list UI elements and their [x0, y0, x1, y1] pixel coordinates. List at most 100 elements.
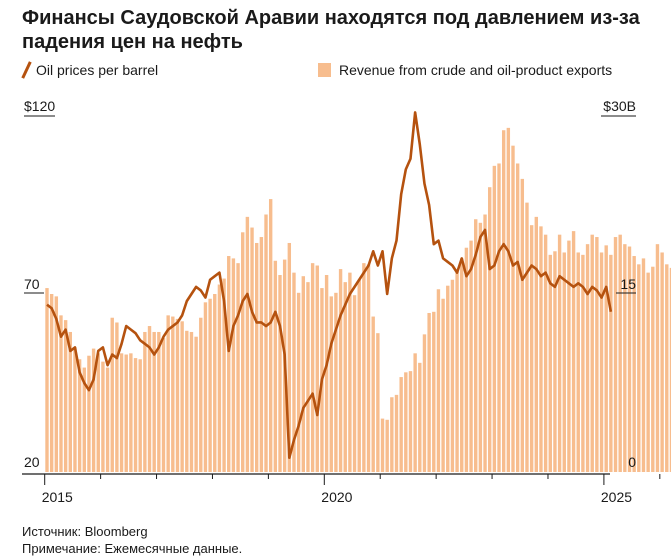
revenue-bar [171, 316, 175, 472]
revenue-bar [385, 419, 389, 472]
revenue-bar [96, 353, 100, 472]
revenue-bar [669, 267, 671, 472]
revenue-bar [143, 331, 147, 472]
revenue-bar [646, 272, 650, 472]
revenue-bar [129, 353, 133, 472]
revenue-bar [609, 254, 613, 472]
revenue-bar [534, 216, 538, 472]
revenue-bar [199, 317, 203, 472]
revenue-bar [287, 242, 292, 472]
revenue-bar [124, 354, 128, 472]
oil-price-line [46, 111, 613, 460]
revenue-bar [590, 234, 594, 472]
revenue-bar [343, 282, 347, 472]
revenue-bar [529, 225, 534, 472]
revenue-bar [450, 279, 455, 472]
revenue-bar [474, 219, 478, 472]
revenue-bar [436, 289, 441, 472]
revenue-bar [567, 240, 571, 472]
revenue-bars [45, 127, 671, 473]
revenue-bar [133, 358, 138, 472]
revenue-bar [380, 418, 385, 472]
revenue-bar [427, 312, 431, 472]
revenue-bar [236, 263, 240, 472]
revenue-bar [91, 348, 96, 472]
x-axis-tick-label: 2015 [42, 489, 73, 505]
revenue-bar [175, 318, 180, 472]
revenue-bar [68, 331, 72, 472]
revenue-bar [585, 244, 590, 472]
revenue-bar [501, 130, 506, 473]
revenue-bar [651, 266, 655, 472]
chart-axes [22, 115, 661, 485]
revenue-bar [520, 178, 525, 472]
revenue-bar [115, 322, 119, 472]
revenue-bar [665, 264, 669, 472]
revenue-bar [273, 260, 278, 472]
source-note: Источник: Bloomberg [22, 524, 148, 539]
revenue-bar [599, 252, 604, 472]
revenue-bar [641, 258, 646, 472]
chart-title: Финансы Саудовской Аравии находятся под … [22, 7, 640, 53]
legend-bar-swatch [318, 63, 331, 77]
legend-line-item: Oil prices per barrel [22, 62, 158, 78]
revenue-bar [324, 275, 329, 472]
revenue-bar [213, 294, 217, 472]
revenue-bar [357, 279, 361, 472]
revenue-bar [413, 353, 417, 472]
revenue-bar [506, 127, 511, 473]
revenue-bar [446, 285, 450, 472]
left-axis-tick-label: 70 [24, 276, 40, 292]
revenue-bar [152, 331, 156, 472]
revenue-bar [637, 264, 641, 472]
revenue-bar [478, 222, 483, 472]
revenue-bar [525, 202, 529, 472]
revenue-bar [180, 321, 184, 472]
revenue-bar [376, 333, 380, 472]
revenue-bar [408, 371, 413, 472]
revenue-bar [82, 367, 86, 472]
revenue-bar [59, 315, 63, 472]
revenue-bar [161, 337, 166, 472]
revenue-bar [185, 330, 189, 472]
revenue-bar [399, 377, 403, 472]
revenue-bar [497, 163, 501, 472]
revenue-bar [296, 292, 301, 472]
revenue-bar [576, 252, 580, 472]
revenue-bar [394, 394, 399, 472]
revenue-bar [231, 258, 236, 472]
revenue-bar [362, 263, 366, 472]
revenue-bar [595, 237, 599, 472]
revenue-bar [432, 311, 436, 472]
revenue-bar [562, 252, 566, 472]
revenue-bar [627, 246, 632, 472]
revenue-bar [623, 244, 627, 472]
revenue-bar [45, 288, 49, 472]
revenue-bar [166, 315, 170, 472]
revenue-bar [338, 269, 343, 472]
revenue-bar [110, 317, 114, 472]
legend-bar-label: Revenue from crude and oil-product expor… [339, 62, 613, 78]
revenue-bar [366, 264, 371, 472]
revenue-bar [255, 242, 259, 472]
revenue-bar [660, 252, 664, 472]
revenue-bar [105, 367, 110, 472]
revenue-bar [422, 334, 427, 472]
left-axis-tick-label: 20 [24, 454, 40, 470]
right-axis-tick-label: 0 [628, 454, 636, 470]
revenue-bar [581, 254, 585, 472]
revenue-bar [278, 275, 282, 472]
revenue-bar [259, 237, 264, 472]
revenue-bar [571, 231, 576, 472]
legend-bar-item: Revenue from crude and oil-product expor… [318, 62, 612, 78]
revenue-bar [250, 227, 254, 472]
revenue-bar [292, 272, 296, 472]
x-axis-tick-label: 2025 [601, 489, 632, 505]
revenue-bar [101, 361, 105, 472]
revenue-bar [492, 165, 497, 472]
revenue-bar [49, 294, 54, 472]
revenue-bar [157, 331, 161, 472]
revenue-bar [460, 258, 464, 472]
revenue-bar [306, 282, 310, 472]
